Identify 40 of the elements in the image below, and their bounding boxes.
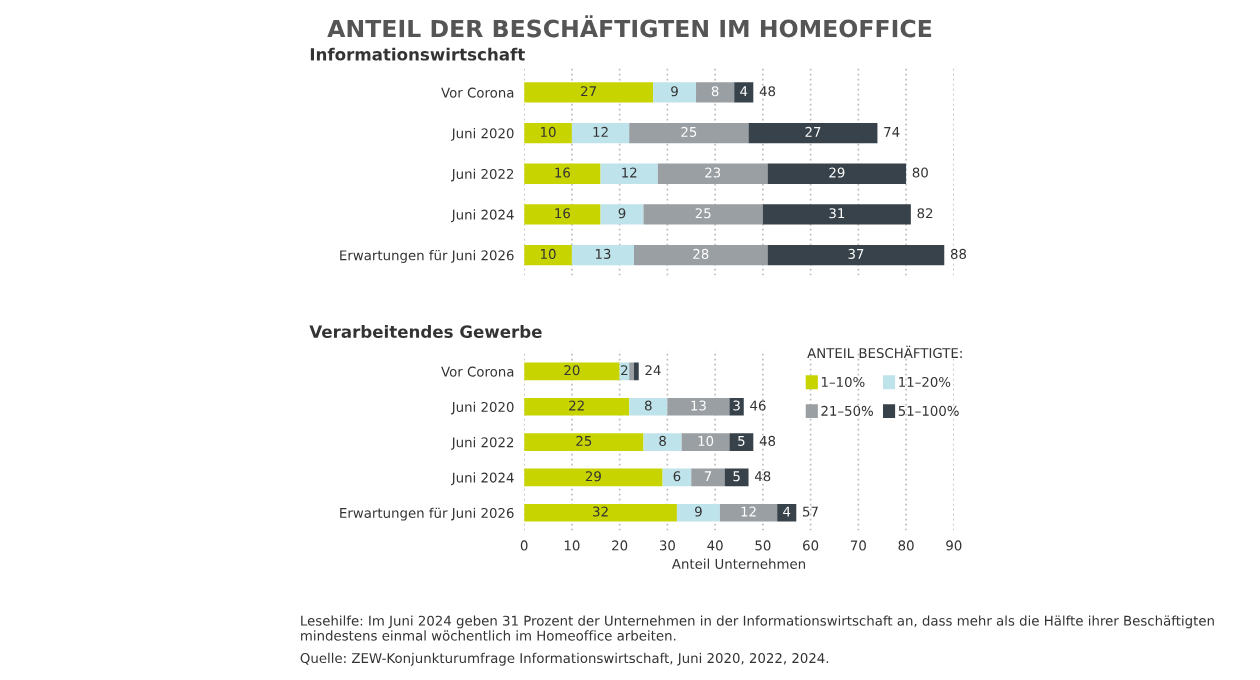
bar [600,204,644,225]
bar [691,468,725,487]
bar [524,122,572,144]
bar [748,122,878,144]
bar [767,163,907,184]
bar [696,82,735,103]
bar [734,82,754,103]
bar [600,163,658,184]
bar [629,397,668,416]
bar [629,122,749,144]
bar [571,122,630,144]
bar [724,468,749,487]
chart-subtitle: Informationswirtschaft [310,47,525,61]
bar [524,204,601,225]
bar [762,204,911,225]
bar [719,503,778,522]
bar [571,244,634,266]
bar [633,362,639,381]
bar [667,397,730,416]
bar [524,468,663,487]
chart-title: Verarbeitendes Gewerbe [309,325,542,338]
chart-title: ANTEIL DER BESCHÄFTIGTEN IM HOMEOFFICE [327,15,932,38]
bar [657,163,768,184]
bar [643,204,763,225]
bar [524,397,630,416]
bar [524,433,644,451]
bar [524,163,601,184]
bar [524,82,654,103]
bar [524,503,677,522]
bar [676,503,720,522]
bar [681,433,730,451]
bar [633,244,768,266]
bar [729,397,744,416]
bar [777,503,797,522]
bar [643,433,682,451]
bar [524,362,620,381]
bar [767,244,945,266]
bar [524,244,572,266]
bar [653,82,697,103]
bar [729,433,754,451]
